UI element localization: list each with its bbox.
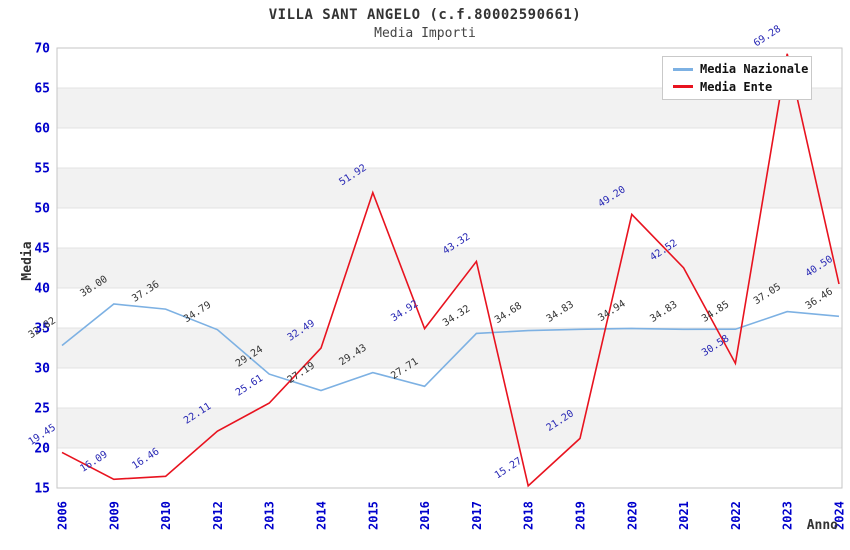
data-label: 34.68 [493, 300, 524, 326]
y-tick-label: 20 [34, 442, 50, 457]
x-tick-label: 2019 [574, 501, 588, 530]
x-tick-label: 2016 [418, 501, 432, 530]
x-axis-title: Anno [807, 518, 838, 533]
legend: Media Nazionale Media Ente [662, 56, 812, 100]
y-tick-label: 45 [34, 242, 50, 257]
chart-title: VILLA SANT ANGELO (c.f.80002590661) [268, 7, 582, 23]
y-tick-label: 60 [34, 122, 50, 137]
y-tick-label: 25 [34, 402, 50, 417]
legend-label-ente: Media Ente [700, 79, 773, 94]
x-tick-label: 2012 [211, 501, 225, 530]
plot-band [57, 248, 842, 288]
x-tick-label: 2017 [470, 501, 484, 530]
y-axis-title: Media [20, 241, 35, 280]
series-line-nazionale [61, 303, 840, 392]
x-tick-label: 2006 [56, 501, 70, 530]
data-label: 36.46 [804, 286, 835, 312]
data-label: 69.28 [752, 24, 783, 50]
y-tick-label: 50 [34, 202, 50, 217]
x-tick-label: 2024 [833, 501, 847, 530]
ente-line-swatch [673, 85, 693, 89]
legend-item-media-nazionale: Media Nazionale [673, 62, 809, 77]
y-tick-label: 65 [34, 82, 50, 97]
x-tick-label: 2023 [781, 501, 795, 530]
y-tick-label: 70 [34, 42, 50, 57]
x-tick-label: 2014 [315, 501, 329, 530]
y-tick-label: 55 [34, 162, 50, 177]
x-tick-label: 2015 [366, 501, 380, 530]
plot-border [56, 47, 843, 489]
x-tick-label: 2013 [263, 501, 277, 530]
nazionale-line-swatch [673, 67, 693, 71]
x-tick-label: 2021 [677, 501, 691, 530]
data-label: 34.83 [545, 299, 576, 325]
chart-subtitle: Media Importi [374, 26, 476, 41]
data-label: 32.82 [27, 315, 58, 341]
y-tick-label: 30 [34, 362, 50, 377]
data-label: 34.83 [648, 299, 679, 325]
x-tick-label: 2009 [107, 501, 121, 530]
data-label: 15.27 [493, 456, 524, 482]
data-label: 16.09 [78, 449, 109, 475]
x-tick-label: 2022 [729, 501, 743, 530]
x-tick-label: 2020 [625, 501, 639, 530]
data-label: 16.46 [130, 446, 161, 472]
plot-band [57, 168, 842, 208]
legend-item-media-ente: Media Ente [673, 80, 807, 94]
x-tick-label: 2010 [159, 501, 173, 530]
data-label: 34.92 [389, 299, 420, 325]
data-label: 25.61 [234, 373, 265, 399]
data-label: 34.32 [441, 303, 472, 329]
y-tick-label: 40 [34, 282, 50, 297]
plot-band [57, 408, 842, 448]
y-tick-label: 15 [34, 482, 50, 497]
x-tick-label: 2018 [522, 501, 536, 530]
y-tick-label: 35 [34, 322, 50, 337]
data-label: 34.85 [700, 299, 731, 325]
legend-label-nazionale: Media Nazionale [700, 62, 809, 77]
series-line-ente [61, 53, 840, 488]
